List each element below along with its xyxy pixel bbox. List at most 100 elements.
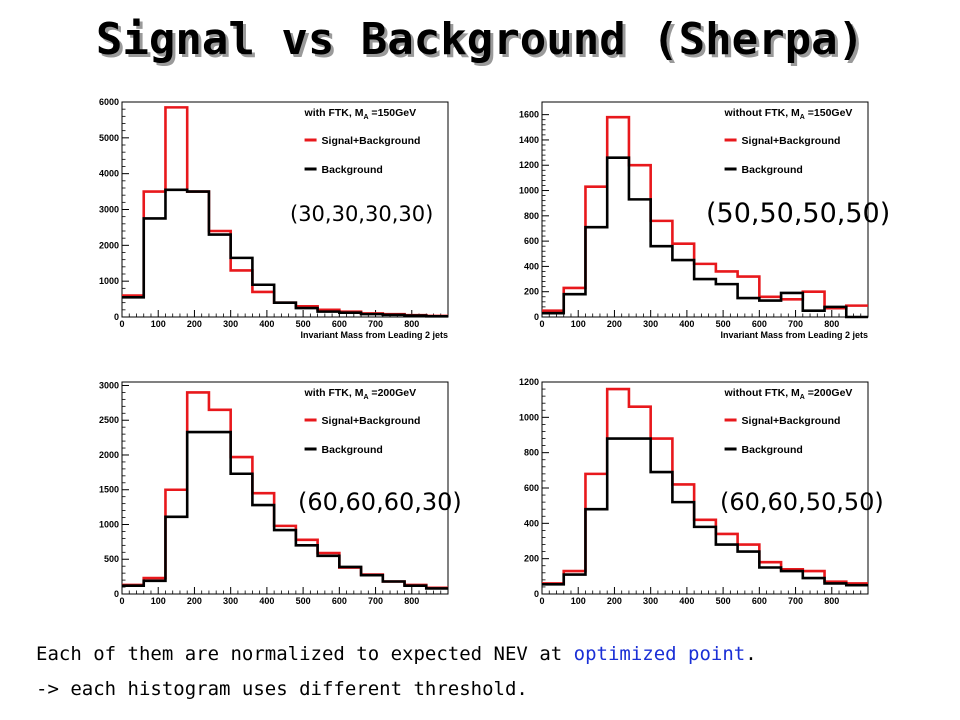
y-tick-label: 200 — [524, 554, 539, 564]
y-tick-label: 800 — [524, 448, 539, 458]
legend-label-background: Background — [742, 164, 803, 176]
y-tick-label: 5000 — [99, 133, 119, 143]
x-tick-label: 100 — [151, 319, 166, 329]
threshold-annotation-2: (50,50,50,50) — [706, 198, 891, 229]
x-tick-label: 200 — [187, 319, 202, 329]
legend-label-signal: Signal+Background — [322, 415, 421, 427]
y-tick-label: 2500 — [99, 415, 119, 425]
x-tick-label: 300 — [223, 596, 238, 606]
y-tick-label: 800 — [524, 211, 539, 221]
y-tick-label: 0 — [534, 589, 539, 599]
footer-highlight: optimized point — [573, 643, 746, 665]
histogram-panel-1: 0 1000 2000 3000 4000 5000 6000 0 100 200 300 400 50… — [99, 98, 449, 340]
plot-frame — [121, 101, 449, 318]
x-tick-label: 600 — [332, 596, 347, 606]
y-tick-label: 4000 — [99, 169, 119, 179]
y-tick-label: 2000 — [99, 450, 119, 460]
x-tick-label: 0 — [119, 319, 124, 329]
legend-title: without FTK, MA =150GeV — [724, 107, 853, 121]
background-series — [122, 188, 448, 318]
x-tick-label: 500 — [296, 596, 311, 606]
footer-note-line-2: -> each histogram uses different thresho… — [36, 678, 528, 700]
x-tick-label: 500 — [716, 596, 731, 606]
signal-background-series — [542, 115, 868, 312]
x-tick-label: 200 — [187, 596, 202, 606]
plot-frame — [541, 101, 869, 318]
x-tick-label: 400 — [259, 319, 274, 329]
x-tick-label: 300 — [223, 319, 238, 329]
y-tick-label: 200 — [524, 287, 539, 297]
y-tick-label: 3000 — [99, 380, 119, 390]
histogram-panel-3: 0 500 1000 1500 2000 2500 3000 0 100 200 300 400 500… — [99, 380, 449, 606]
x-tick-label: 400 — [259, 596, 274, 606]
y-tick-label: 2000 — [99, 240, 119, 250]
x-tick-label: 100 — [151, 596, 166, 606]
page-title: Signal vs Background (Sherpa) — [95, 14, 865, 65]
x-tick-label: 700 — [368, 596, 383, 606]
legend-label-background: Background — [322, 444, 383, 456]
y-tick-label: 500 — [104, 554, 119, 564]
x-tick-label: 200 — [607, 596, 622, 606]
x-tick-label: 100 — [571, 596, 586, 606]
legend-label-signal: Signal+Background — [322, 135, 421, 147]
y-tick-label: 3000 — [99, 205, 119, 215]
y-tick-label: 1600 — [519, 110, 539, 120]
y-tick-label: 0 — [114, 589, 119, 599]
footer-line-1-text: Each of them are normalized to expected … — [36, 643, 574, 665]
threshold-annotation-4: (60,60,50,50) — [720, 488, 884, 516]
y-tick-label: 0 — [114, 312, 119, 322]
x-tick-label: 500 — [716, 319, 731, 329]
x-tick-label: 600 — [752, 596, 767, 606]
x-tick-label: 700 — [368, 319, 383, 329]
legend-label-background: Background — [322, 164, 383, 176]
x-tick-label: 200 — [607, 319, 622, 329]
footer-note-line-1: Each of them are normalized to expected … — [36, 643, 757, 665]
y-tick-label: 400 — [524, 261, 539, 271]
x-tick-label: 800 — [824, 596, 839, 606]
y-tick-label: 6000 — [99, 98, 119, 107]
x-tick-label: 400 — [679, 319, 694, 329]
x-tick-label: 800 — [404, 596, 419, 606]
x-tick-label: 0 — [539, 596, 544, 606]
y-tick-label: 1000 — [519, 412, 539, 422]
x-tick-label: 800 — [404, 319, 419, 329]
x-tick-label: 300 — [643, 319, 658, 329]
y-tick-label: 1000 — [519, 186, 539, 196]
threshold-annotation-1: (30,30,30,30) — [290, 202, 434, 226]
background-series — [122, 430, 448, 590]
y-tick-label: 1400 — [519, 135, 539, 145]
legend-label-signal: Signal+Background — [742, 415, 841, 427]
x-tick-label: 700 — [788, 596, 803, 606]
y-tick-label: 400 — [524, 518, 539, 528]
y-tick-label: 0 — [534, 312, 539, 322]
x-tick-label: 300 — [643, 596, 658, 606]
y-tick-label: 1200 — [519, 378, 539, 387]
y-tick-label: 1000 — [99, 519, 119, 529]
legend-label-background: Background — [742, 444, 803, 456]
x-tick-label: 0 — [539, 319, 544, 329]
x-tick-label: 400 — [679, 596, 694, 606]
plot-frame — [121, 381, 449, 595]
legend-label-signal: Signal+Background — [742, 135, 841, 147]
background-series — [542, 156, 868, 319]
legend-title: without FTK, MA =200GeV — [724, 387, 853, 401]
y-tick-label: 1000 — [99, 276, 119, 286]
x-tick-label: 600 — [332, 319, 347, 329]
y-tick-label: 1200 — [519, 160, 539, 170]
y-tick-label: 1500 — [99, 485, 119, 495]
legend-title: with FTK, MA =200GeV — [304, 387, 417, 401]
threshold-annotation-3: (60,60,60,30) — [298, 488, 462, 516]
y-tick-label: 600 — [524, 483, 539, 493]
background-series — [542, 437, 868, 587]
x-tick-label: 700 — [788, 319, 803, 329]
x-tick-label: 800 — [824, 319, 839, 329]
x-tick-label: 100 — [571, 319, 586, 329]
x-tick-label: 0 — [119, 596, 124, 606]
x-axis-label: Invariant Mass from Leading 2 jets — [300, 330, 448, 340]
x-tick-label: 500 — [296, 319, 311, 329]
legend-title: with FTK, MA =150GeV — [304, 107, 417, 121]
x-tick-label: 600 — [752, 319, 767, 329]
y-tick-label: 600 — [524, 236, 539, 246]
histogram-panel-4: 0 200 400 600 800 1000 1200 0 100 200 300 400 500 600… — [519, 378, 869, 606]
footer-line-1-end: . — [745, 643, 757, 665]
